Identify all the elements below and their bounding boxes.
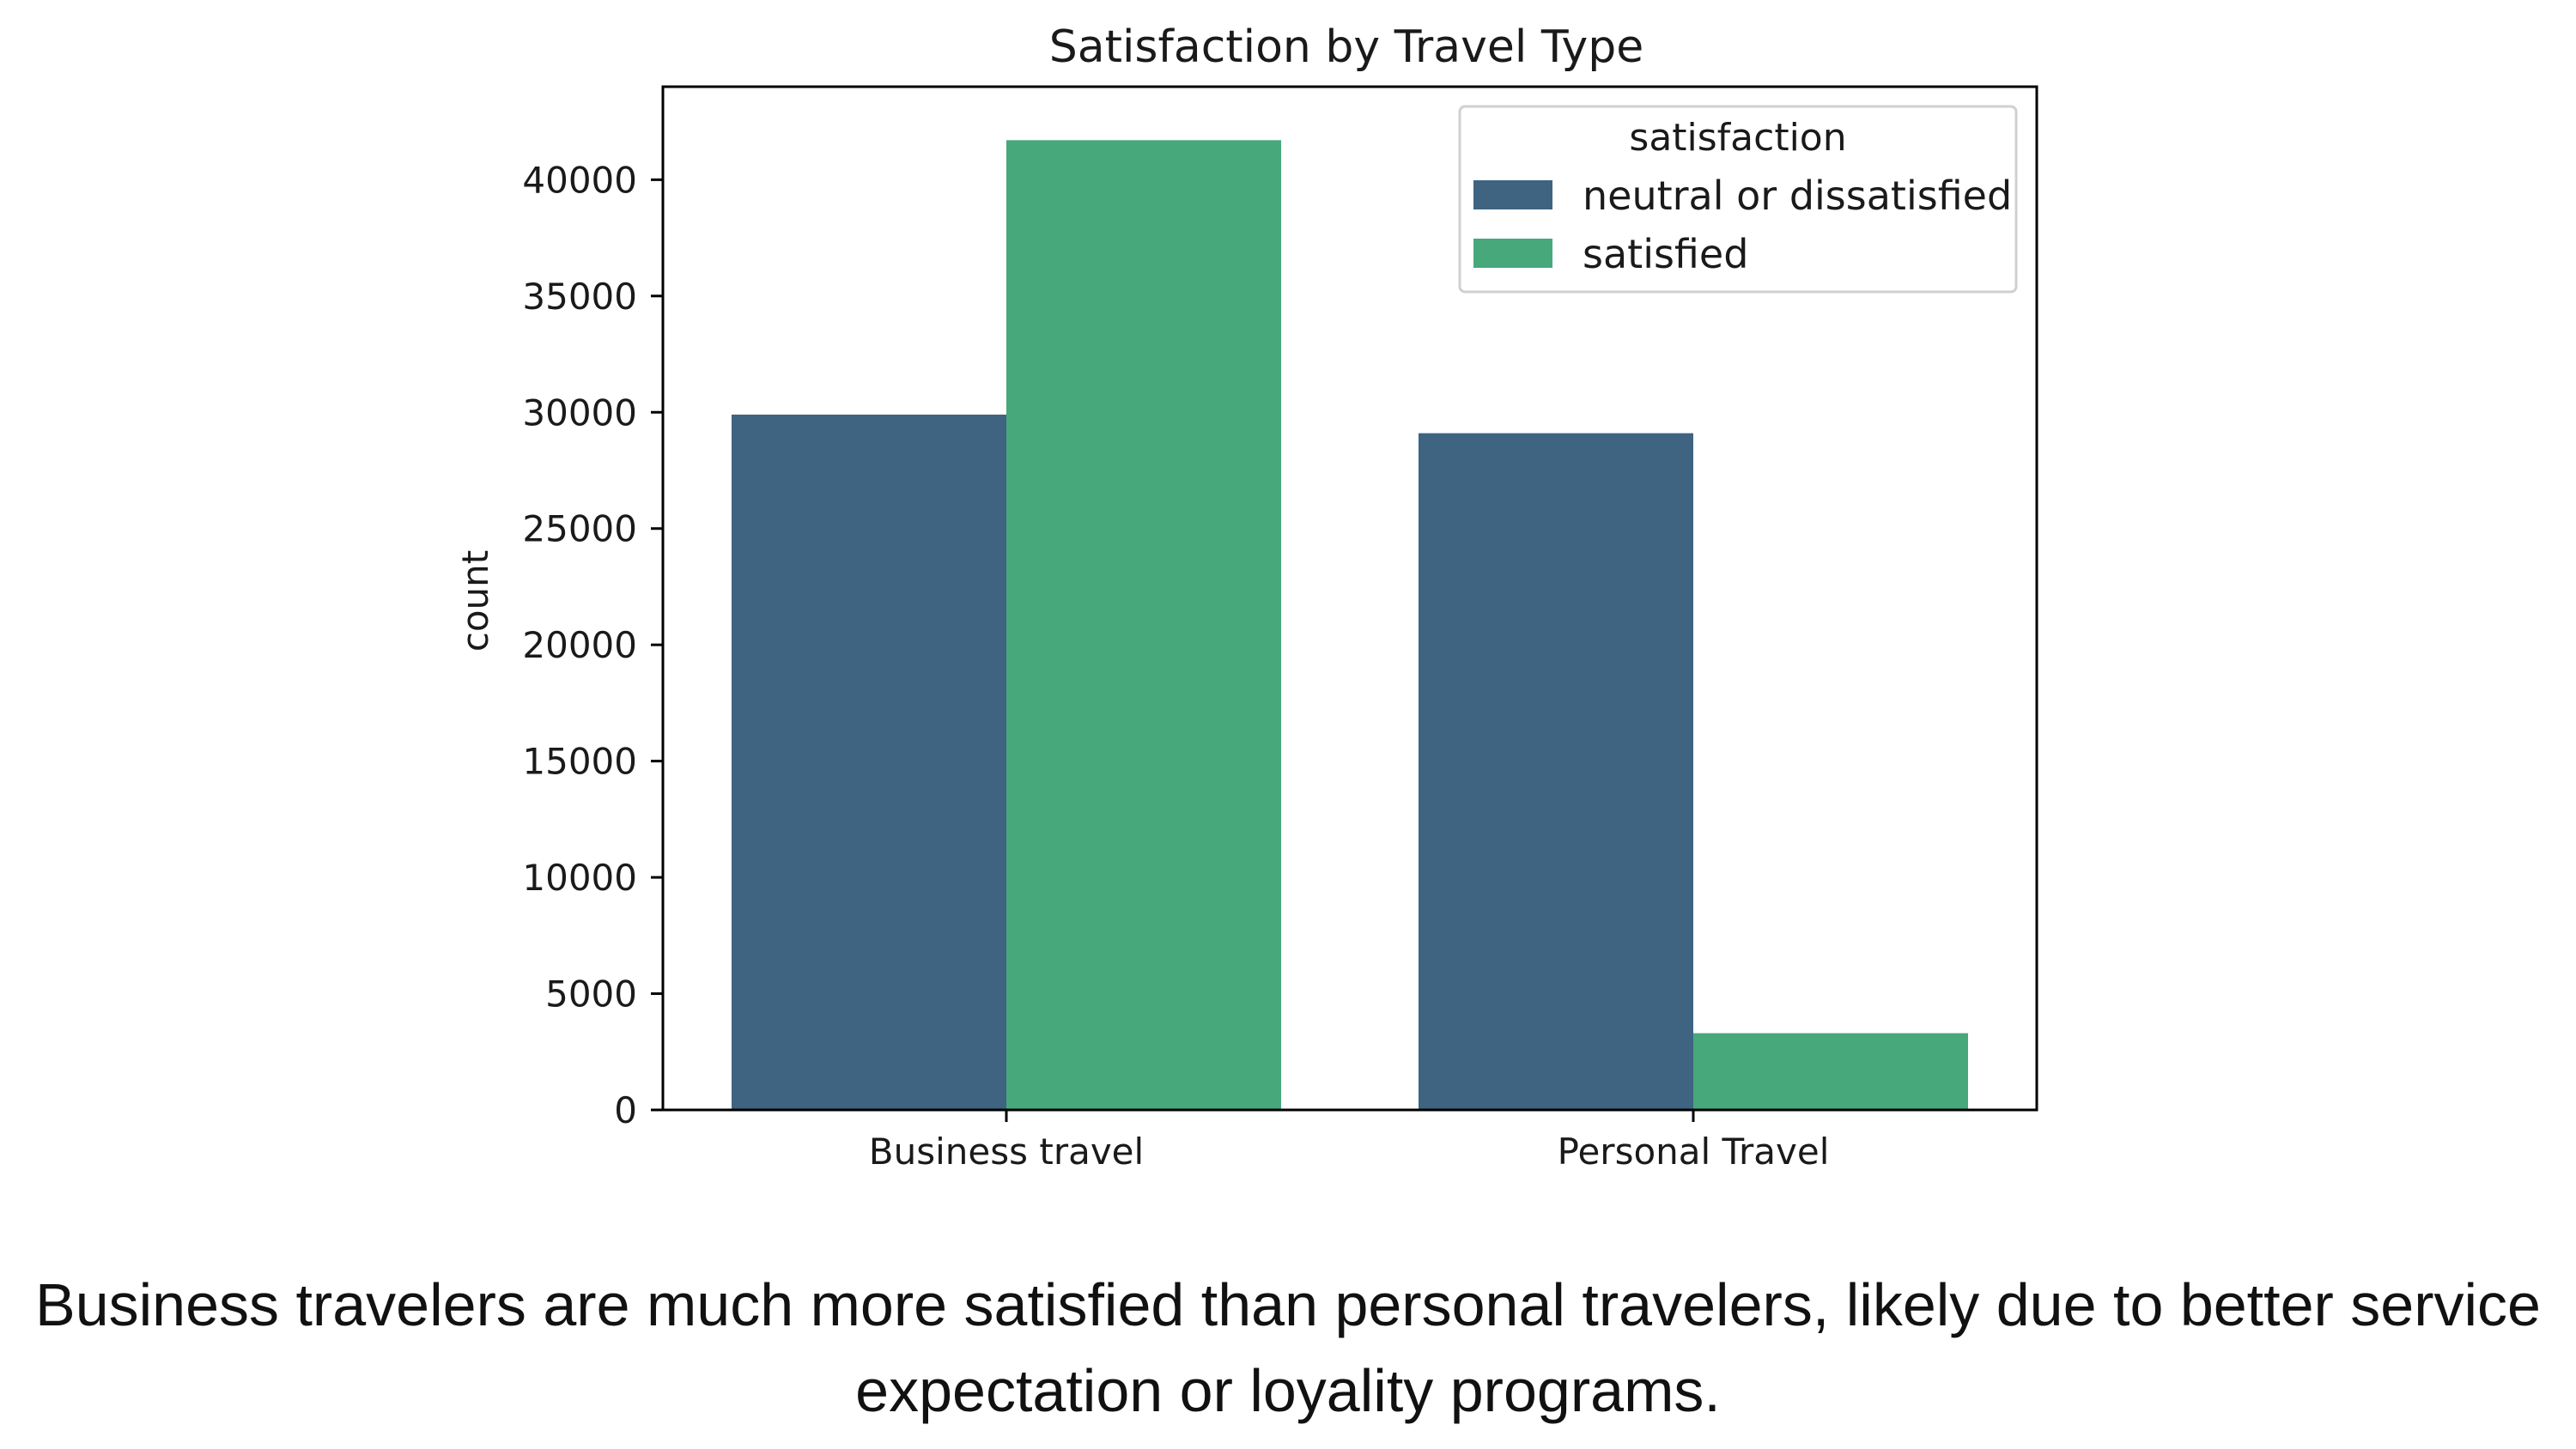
y-axis-label: count	[454, 550, 496, 652]
legend-title: satisfaction	[1629, 116, 1846, 160]
bar-neutral-or-dissatisfied-2	[1419, 433, 1693, 1110]
bar-chart: Satisfaction by Travel Type 0 5000 10000 15…	[454, 21, 2038, 1173]
legend-label-neutral-or-dissatisfied: neutral or dissatisfied	[1583, 173, 2012, 219]
y-tick-label: 25000	[522, 508, 637, 550]
plot-frame	[661, 85, 2038, 1112]
bars-layer	[732, 140, 1968, 1111]
y-tick-label: 35000	[522, 276, 637, 318]
y-tick-label: 5000	[545, 973, 637, 1016]
y-tick-label: 15000	[522, 741, 637, 783]
y-tick-label: 20000	[522, 624, 637, 666]
y-tick-label: 30000	[522, 391, 637, 433]
bar-satisfied-2	[1693, 1033, 1968, 1110]
chart-title: Satisfaction by Travel Type	[1049, 21, 1644, 73]
y-axis: 0 5000 10000 15000 20000 25000 30000 35000 40000	[522, 159, 663, 1131]
caption-text: Business travelers are much more satisfi…	[35, 1271, 2541, 1424]
y-tick-label: 10000	[522, 857, 637, 899]
x-tick-label: Personal Travel	[1558, 1131, 1830, 1173]
bar-neutral-or-dissatisfied-1	[732, 414, 1006, 1110]
y-tick-label: 40000	[522, 159, 637, 201]
x-tick-label: Business travel	[869, 1131, 1144, 1173]
y-tick-label: 0	[614, 1089, 637, 1131]
legend-label-satisfied: satisfied	[1583, 231, 1748, 277]
legend-box	[1458, 105, 2018, 294]
bar-satisfied-1	[1006, 140, 1281, 1111]
legend: satisfaction neutral or dissatisfied sati…	[1458, 105, 2018, 294]
legend-swatch-satisfied	[1473, 239, 1552, 268]
legend-swatch-neutral-or-dissatisfied	[1473, 180, 1552, 209]
x-axis: Business travel Personal Travel	[869, 1110, 1830, 1173]
